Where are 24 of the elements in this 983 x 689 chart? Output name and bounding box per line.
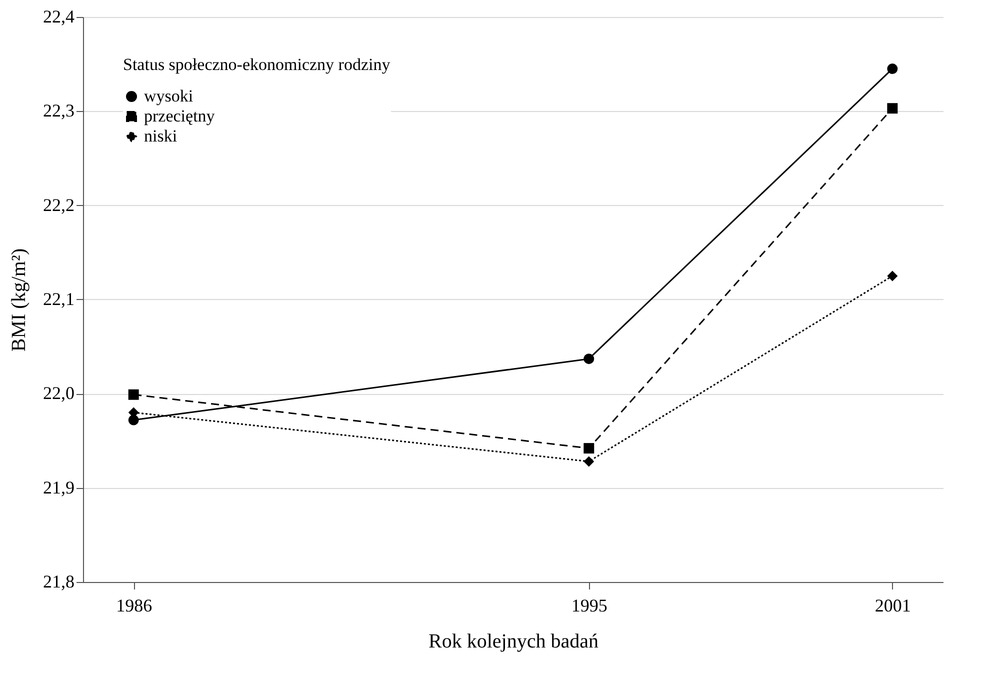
y-tick-label: 22,2: [43, 194, 74, 215]
y-tick-label: 22,4: [43, 6, 74, 26]
x-tick-label: 1995: [571, 596, 608, 616]
x-tick-label: 1986: [116, 596, 152, 616]
point: [128, 389, 139, 400]
point: [584, 354, 594, 364]
legend-label: przeciętny: [144, 106, 216, 126]
y-tick-label: 22,1: [43, 289, 74, 309]
x-axis-title: Rok kolejnych badań: [428, 630, 598, 652]
point: [128, 414, 139, 426]
y-tick-label: 22,3: [43, 100, 74, 121]
y-tick-label: 21,8: [43, 572, 74, 592]
y-tick-label: 21,9: [43, 477, 74, 498]
legend-label: niski: [144, 126, 178, 146]
point: [887, 270, 898, 282]
legend-title: Status społeczno-ekonomiczny rodziny: [123, 55, 391, 74]
point: [584, 456, 594, 467]
point: [887, 64, 898, 74]
x-tick-label: 2001: [874, 596, 911, 616]
legend-label: wysoki: [144, 86, 194, 106]
point: [887, 103, 898, 114]
point: [584, 443, 594, 454]
y-tick-label: 22,0: [43, 383, 74, 404]
y-axis-title: BMI (kg/m²): [8, 248, 30, 352]
